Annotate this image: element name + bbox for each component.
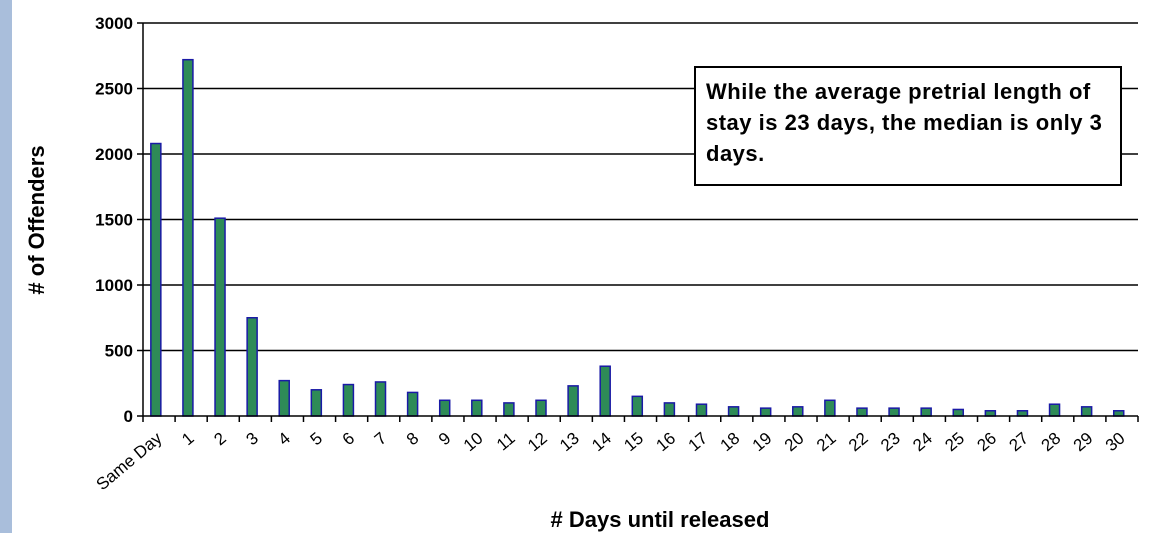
bar — [792, 406, 804, 417]
x-tick-label: 10 — [460, 429, 487, 456]
bar — [695, 403, 708, 417]
x-tick-label: 23 — [877, 429, 904, 456]
bar — [1016, 410, 1029, 417]
x-tick-label: 15 — [620, 429, 647, 456]
x-tick-label: 5 — [307, 429, 326, 450]
y-tick-label: 3000 — [95, 14, 133, 33]
x-tick-label: 25 — [941, 429, 968, 456]
bar — [150, 142, 162, 417]
x-tick-label: 1 — [178, 429, 197, 450]
x-tick-label: 9 — [435, 429, 454, 450]
bar — [631, 395, 644, 417]
x-tick-label: 2 — [210, 429, 229, 450]
y-tick-label: 2500 — [95, 80, 133, 99]
y-tick-label: 0 — [124, 407, 133, 426]
x-tick-label: 24 — [909, 429, 936, 456]
x-tick-label: 3 — [242, 429, 261, 450]
bar — [824, 399, 836, 417]
x-tick-label: 17 — [685, 429, 712, 456]
x-tick-label: Same Day — [93, 428, 166, 494]
y-axis-title: # of Offenders — [24, 145, 49, 294]
left-accent-strip — [0, 0, 12, 533]
bar — [342, 383, 355, 417]
bar — [952, 408, 965, 417]
bar — [246, 317, 258, 417]
x-tick-label: 22 — [845, 429, 872, 456]
x-tick-label: 27 — [1006, 429, 1033, 456]
x-tick-label: 6 — [339, 429, 358, 450]
x-tick-label: 11 — [493, 429, 519, 455]
bar — [888, 407, 900, 417]
bar — [535, 399, 547, 417]
x-tick-label: 14 — [588, 429, 615, 456]
bar — [214, 217, 226, 417]
x-tick-label: 7 — [371, 429, 390, 450]
x-tick-label: 18 — [717, 429, 744, 456]
bar — [310, 389, 323, 417]
x-tick-label: 29 — [1070, 429, 1097, 456]
x-tick-label: 28 — [1038, 429, 1065, 456]
y-tick-label: 1500 — [95, 211, 133, 230]
bar — [1048, 403, 1061, 417]
x-tick-label: 4 — [275, 429, 294, 450]
annotation-text: While the average pretrial length of sta… — [706, 79, 1103, 166]
x-tick-label: 8 — [403, 429, 422, 450]
bar — [374, 381, 387, 417]
x-tick-label: 16 — [652, 429, 679, 456]
bar — [471, 399, 483, 417]
x-tick-labels: Same Day 1 2 3 4 5 6 7 8 9 10 11 12 13 14 15 16 17 18 19 20 2… — [93, 428, 1129, 494]
bar — [567, 385, 579, 417]
annotation-box: While the average pretrial length of sta… — [694, 66, 1122, 186]
bar — [727, 406, 740, 417]
bar — [856, 407, 868, 417]
axes — [137, 22, 1139, 422]
x-tick-label: 30 — [1102, 429, 1129, 456]
bar — [182, 58, 194, 417]
bar — [759, 407, 772, 417]
y-tick-label: 2000 — [95, 145, 133, 164]
bar — [278, 379, 290, 417]
x-tick-label: 20 — [781, 429, 808, 456]
x-tick-label: 12 — [524, 429, 551, 456]
bar — [984, 410, 997, 417]
y-tick-label: 500 — [105, 342, 133, 361]
x-axis-title: # Days until released — [551, 507, 770, 532]
bar — [599, 365, 611, 417]
bar — [503, 402, 515, 417]
bar — [406, 391, 419, 417]
y-tick-label: 1000 — [95, 276, 133, 295]
bar — [1080, 406, 1093, 417]
bar — [663, 402, 676, 417]
bar — [438, 399, 451, 417]
bar — [920, 407, 932, 417]
x-tick-label: 21 — [813, 429, 840, 456]
bar — [1112, 410, 1125, 417]
x-tick-label: 13 — [556, 429, 583, 456]
x-tick-label: 19 — [749, 429, 776, 456]
x-tick-label: 26 — [973, 429, 1000, 456]
y-tick-labels: 0 500 1000 1500 2000 2500 3000 — [95, 14, 133, 426]
